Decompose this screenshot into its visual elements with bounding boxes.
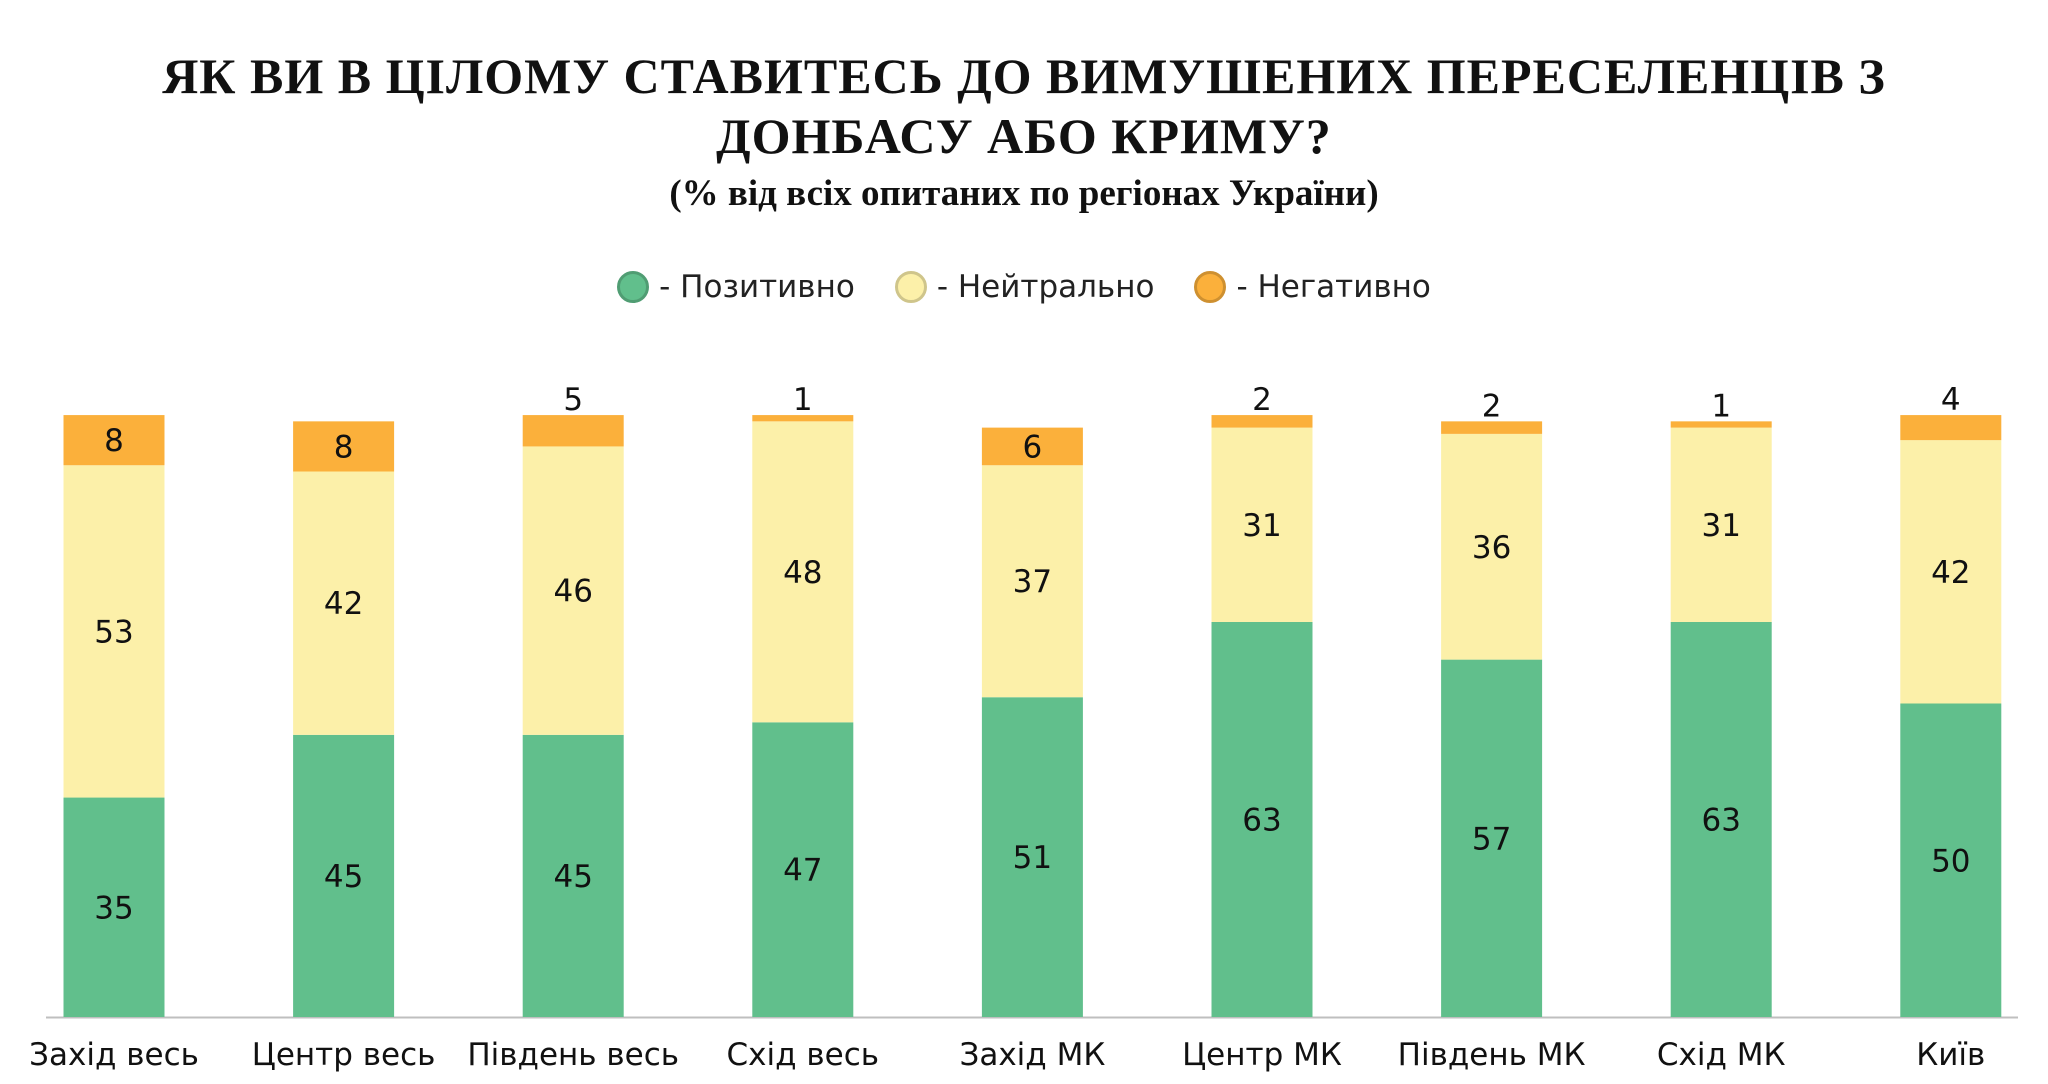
legend-item-positive: - Позитивно — [617, 269, 855, 305]
bar-segment-negative — [522, 415, 624, 447]
bar-segment-neutral — [752, 421, 854, 723]
category-label: Схід весь — [727, 1037, 880, 1073]
bar-segment-neutral — [522, 446, 624, 735]
data-label-positive: 35 — [94, 890, 133, 926]
bar-segment-neutral — [1670, 427, 1772, 622]
category-label: Центр МК — [1182, 1037, 1342, 1073]
data-label-neutral: 31 — [1701, 508, 1740, 544]
data-label-negative: 5 — [563, 382, 583, 418]
category-label: Південь МК — [1398, 1037, 1586, 1073]
bar-segment-neutral — [981, 465, 1083, 698]
bar-segment-negative — [1900, 415, 2002, 441]
data-label-positive: 50 — [1931, 843, 1970, 879]
bar-segment-neutral — [293, 471, 395, 735]
bar-segment-positive — [1441, 659, 1543, 1017]
data-label-neutral: 31 — [1242, 508, 1281, 544]
data-label-neutral: 36 — [1472, 530, 1511, 566]
bar-segment-neutral — [1900, 440, 2002, 704]
data-label-negative: 8 — [334, 429, 354, 465]
data-label-positive: 63 — [1242, 802, 1281, 838]
data-label-negative: 8 — [104, 423, 124, 459]
data-label-negative: 1 — [1711, 388, 1731, 424]
bar-segment-neutral — [1211, 427, 1313, 622]
bar-segment-negative — [1211, 415, 1313, 428]
data-label-positive: 47 — [783, 853, 822, 889]
data-label-negative: 6 — [1023, 429, 1043, 465]
chart-title: ЯК ВИ В ЦІЛОМУ СТАВИТЕСЬ ДО ВИМУШЕНИХ ПЕ… — [162, 48, 1886, 164]
legend: - Позитивно - Нейтрально - Негативно — [0, 262, 2048, 312]
data-label-positive: 45 — [553, 859, 592, 895]
bar-segment-negative — [1441, 421, 1543, 434]
bar-segment-neutral — [63, 465, 165, 798]
bar-segment-negative — [293, 421, 395, 472]
data-label-negative: 2 — [1482, 388, 1502, 424]
legend-swatch-neutral — [894, 271, 927, 303]
data-label-neutral: 42 — [324, 586, 363, 622]
category-label: Київ — [1916, 1037, 1985, 1073]
legend-swatch-negative — [1194, 271, 1227, 303]
legend-label-negative: - Негативно — [1236, 269, 1431, 305]
data-label-neutral: 46 — [553, 574, 592, 610]
bar-segment-positive — [63, 797, 165, 1017]
legend-item-neutral: - Нейтрально — [894, 269, 1155, 305]
data-label-positive: 63 — [1701, 802, 1740, 838]
data-label-positive: 45 — [324, 859, 363, 895]
category-label: Центр весь — [252, 1037, 436, 1073]
bar-segment-negative — [752, 415, 854, 422]
bar-segment-positive — [752, 722, 854, 1017]
bar-segment-positive — [293, 734, 395, 1017]
legend-swatch-positive — [617, 271, 650, 303]
category-label: Південь весь — [467, 1037, 679, 1073]
bar-segment-negative — [981, 427, 1083, 466]
bar-segment-positive — [1670, 621, 1772, 1017]
data-label-positive: 57 — [1472, 821, 1511, 857]
data-label-neutral: 37 — [1013, 564, 1052, 600]
legend-label-neutral: - Нейтрально — [936, 269, 1155, 305]
bar-segment-positive — [1211, 621, 1313, 1017]
category-label: Захід весь — [29, 1037, 199, 1073]
bar-segment-negative — [63, 415, 165, 466]
data-label-negative: 2 — [1252, 382, 1272, 418]
data-label-neutral: 42 — [1931, 555, 1970, 591]
data-label-neutral: 53 — [94, 614, 133, 650]
category-label: Схід МК — [1657, 1037, 1786, 1073]
data-label-negative: 1 — [793, 382, 813, 418]
data-label-positive: 51 — [1013, 840, 1052, 876]
bar-segment-positive — [522, 734, 624, 1017]
bar-segment-positive — [1900, 703, 2002, 1017]
chart-subtitle: (% від всіх опитаних по регіонах України… — [669, 173, 1379, 214]
category-label: Захід МК — [959, 1037, 1105, 1073]
bar-segment-negative — [1670, 421, 1772, 428]
legend-label-positive: - Позитивно — [659, 269, 855, 305]
data-label-neutral: 48 — [783, 555, 822, 591]
data-label-negative: 4 — [1941, 382, 1961, 418]
bar-segment-positive — [981, 697, 1083, 1017]
bar-segment-neutral — [1441, 433, 1543, 660]
legend-item-negative: - Негативно — [1194, 269, 1431, 305]
